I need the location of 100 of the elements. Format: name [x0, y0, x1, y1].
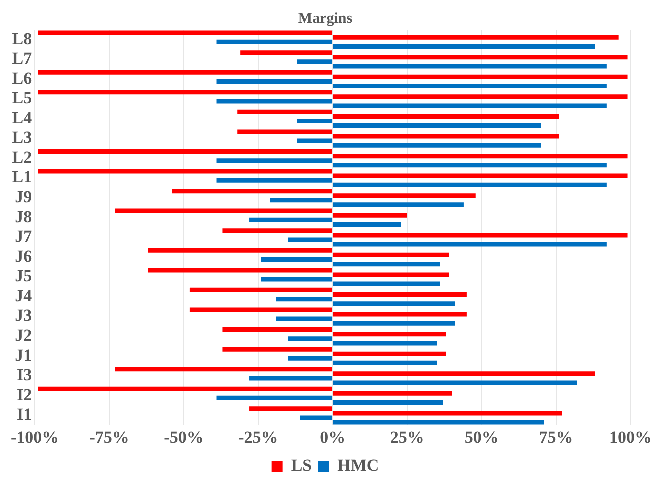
y-tick-label: L6: [12, 68, 32, 88]
bar: [238, 110, 332, 114]
bar: [333, 104, 607, 108]
bar: [333, 74, 628, 80]
y-tick-label: J6: [15, 246, 32, 266]
y-tick-label: L5: [12, 88, 32, 108]
bar: [190, 308, 332, 312]
bar: [333, 202, 464, 208]
bar: [333, 174, 628, 178]
y-tick-label: I1: [16, 405, 32, 424]
bar: [250, 376, 332, 381]
bar: [333, 352, 446, 356]
bar: [333, 312, 467, 317]
y-tick-label: J9: [15, 188, 32, 207]
chart-title: Margins: [298, 10, 353, 27]
bar: [333, 94, 628, 100]
bar: [333, 411, 562, 416]
bar: [250, 218, 332, 222]
bar: [333, 64, 607, 69]
bar: [333, 420, 544, 425]
bar: [333, 114, 560, 120]
bar: [216, 99, 332, 104]
bar: [297, 60, 332, 64]
x-tick-label: 0%: [320, 428, 346, 448]
y-tick-label: L1: [12, 168, 32, 187]
bar: [148, 248, 332, 253]
bar: [222, 228, 332, 234]
bar: [333, 213, 408, 218]
bar: [172, 189, 332, 194]
y-tick-label: J4: [15, 286, 33, 306]
y-tick-label: J2: [15, 326, 32, 345]
bar: [238, 130, 332, 134]
bar: [216, 79, 332, 84]
bar: [333, 302, 456, 306]
bar: [288, 238, 332, 242]
bar: [38, 149, 332, 154]
bar: [333, 372, 596, 376]
y-tick-label: I2: [16, 385, 32, 404]
bar: [333, 400, 444, 406]
bar: [288, 356, 332, 361]
x-tick-label: 100%: [610, 428, 652, 448]
bar: [333, 222, 402, 228]
x-tick-label: -50%: [164, 428, 204, 448]
bar: [216, 40, 332, 44]
bar: [261, 257, 332, 262]
x-tick-label: 75%: [539, 428, 574, 448]
bar: [333, 182, 607, 188]
bar: [333, 124, 542, 128]
bar: [333, 134, 560, 139]
bar: [216, 396, 332, 400]
y-tick-label: L2: [12, 148, 32, 167]
x-tick-label: -100%: [10, 428, 60, 448]
bar: [38, 90, 332, 95]
bar: [115, 208, 332, 214]
x-tick-label: -75%: [90, 428, 130, 448]
y-tick-label: L7: [12, 49, 33, 68]
bar: [38, 30, 332, 36]
y-tick-label: L8: [12, 29, 32, 48]
bar: [333, 391, 452, 396]
bar: [333, 252, 450, 258]
bar: [333, 84, 607, 89]
bar: [261, 277, 332, 282]
bar: [333, 35, 619, 40]
bar: [333, 282, 440, 286]
bar: [276, 297, 332, 302]
y-tick-label: L4: [12, 108, 33, 128]
bar: [216, 178, 332, 183]
bar: [148, 268, 332, 273]
bar: [250, 406, 332, 412]
bar: [38, 386, 332, 392]
bar: [38, 70, 332, 75]
bar: [190, 288, 332, 292]
bar: [297, 119, 332, 124]
bar: [333, 55, 628, 60]
bar: [38, 169, 332, 174]
y-tick-label: J5: [15, 266, 32, 286]
bar: [333, 262, 440, 267]
bar: [216, 158, 332, 164]
bar: [288, 336, 332, 342]
bar: [276, 316, 332, 322]
y-tick-label: J3: [15, 306, 32, 326]
y-tick-label: L3: [12, 128, 32, 148]
bar: [270, 198, 332, 203]
bar: [333, 272, 450, 278]
bar: [333, 360, 438, 366]
bar: [333, 143, 542, 148]
bar: [333, 380, 578, 386]
y-tick-label: J8: [15, 207, 32, 226]
bar: [333, 332, 446, 337]
bar: [333, 233, 628, 238]
bar: [333, 163, 607, 168]
bar: [115, 367, 332, 372]
legend-label: LS: [291, 456, 312, 475]
bar: [300, 416, 332, 420]
bar: [333, 292, 467, 298]
bar: [333, 321, 456, 326]
y-tick-label: J7: [15, 227, 33, 246]
y-tick-label: J1: [15, 346, 32, 365]
bar: [297, 138, 332, 144]
x-tick-label: -25%: [238, 428, 278, 448]
